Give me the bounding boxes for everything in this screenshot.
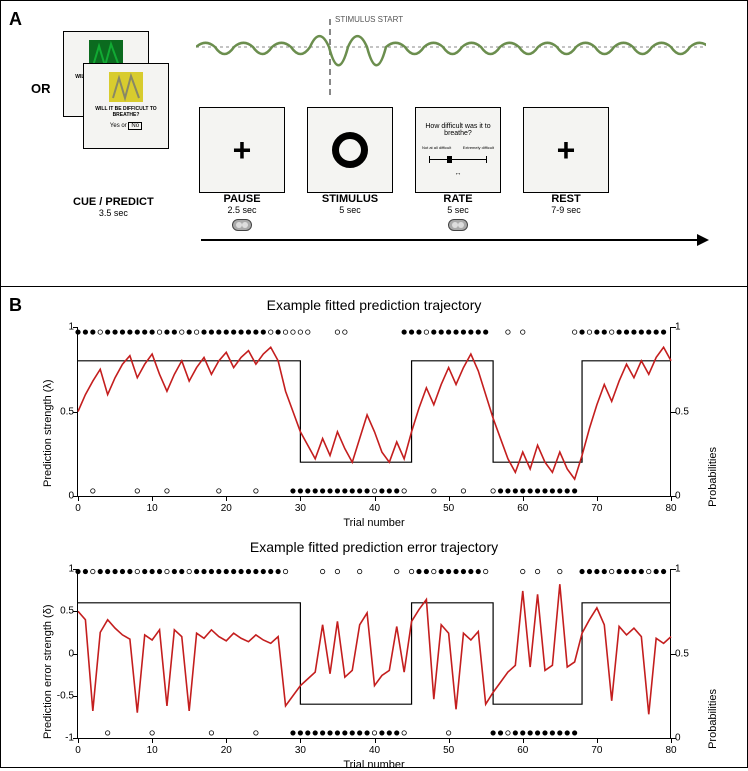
chart2-ylabel-right: Probabilities bbox=[707, 689, 719, 749]
cue-label-text: CUE / PREDICT bbox=[73, 196, 154, 208]
stage-rate: How difficult was it to breathe? Not at … bbox=[415, 107, 501, 231]
stage-stimulus: STIMULUS 5 sec bbox=[307, 107, 393, 231]
chart2-area: Prediction error strength (δ) Probabilit… bbox=[77, 569, 671, 739]
rest-label: REST bbox=[551, 193, 580, 205]
cue-image-yellow bbox=[109, 72, 143, 102]
panel-b: B Example fitted prediction trajectory P… bbox=[1, 287, 747, 767]
stimulus-box bbox=[307, 107, 393, 193]
breathing-wave bbox=[196, 19, 706, 95]
stim-time: 5 sec bbox=[339, 205, 361, 215]
chart1-ylabel-right: Probabilities bbox=[707, 447, 719, 507]
chart-1-container: Example fitted prediction trajectory Pre… bbox=[21, 297, 727, 529]
rate-content: How difficult was it to breathe? Not at … bbox=[416, 117, 500, 183]
cue-or: or bbox=[121, 123, 126, 129]
rate-time: 5 sec bbox=[447, 205, 469, 215]
chart1-ylabel-left: Prediction strength (λ) bbox=[42, 379, 54, 487]
or-text: OR bbox=[31, 81, 51, 96]
timeline-arrow bbox=[201, 239, 707, 241]
cue-time: 3.5 sec bbox=[73, 208, 154, 218]
chart1-title: Example fitted prediction trajectory bbox=[21, 297, 727, 313]
cue-prompt-front: WILL IT BE DIFFICULT TO BREATHE? bbox=[84, 106, 168, 118]
cue-card-front: WILL IT BE DIFFICULT TO BREATHE? Yes or … bbox=[83, 63, 169, 149]
cue-no: No bbox=[128, 122, 142, 130]
chart2-svg bbox=[78, 569, 671, 738]
mouse-icon-2 bbox=[448, 219, 468, 231]
chart1-svg bbox=[78, 327, 671, 496]
panel-a: A OR STIMULUS START WILL IT BE DIFFICULT… bbox=[1, 1, 747, 287]
chart2-title: Example fitted prediction error trajecto… bbox=[21, 539, 727, 555]
rest-time: 7-9 sec bbox=[551, 205, 581, 215]
chart2-ylabel-left: Prediction error strength (δ) bbox=[42, 604, 54, 739]
chart1-area: Prediction strength (λ) Probabilities 01… bbox=[77, 327, 671, 497]
rate-label: RATE bbox=[443, 193, 472, 205]
cue-stage-label: CUE / PREDICT 3.5 sec bbox=[73, 196, 154, 218]
rate-box: How difficult was it to breathe? Not at … bbox=[415, 107, 501, 193]
pause-time: 2.5 sec bbox=[227, 205, 256, 215]
rate-anchor-right: Extremely difficult bbox=[463, 145, 494, 150]
cue-yesno: Yes or No bbox=[84, 122, 168, 130]
rest-box: + bbox=[523, 107, 609, 193]
panel-b-label: B bbox=[9, 295, 22, 316]
figure-container: A OR STIMULUS START WILL IT BE DIFFICULT… bbox=[0, 0, 748, 768]
fixation-cross-icon-2: + bbox=[557, 134, 576, 166]
fixation-cross-icon: + bbox=[233, 134, 252, 166]
chart-2-container: Example fitted prediction error trajecto… bbox=[21, 539, 727, 771]
pause-label: PAUSE bbox=[223, 193, 260, 205]
vas-slider bbox=[429, 154, 487, 168]
rate-question: How difficult was it to breathe? bbox=[422, 123, 494, 137]
stim-label: STIMULUS bbox=[322, 193, 378, 205]
chart2-xlabel: Trial number bbox=[21, 759, 727, 771]
stage-row: + PAUSE 2.5 sec STIMULUS 5 sec How diffi… bbox=[199, 107, 609, 231]
stimulus-ring-icon bbox=[332, 132, 368, 168]
vas-arrows-icon: ↔ bbox=[422, 170, 494, 177]
panel-a-label: A bbox=[9, 9, 22, 30]
pause-box: + bbox=[199, 107, 285, 193]
chart1-xlabel: Trial number bbox=[21, 517, 727, 529]
stage-rest: + REST 7-9 sec bbox=[523, 107, 609, 231]
rate-anchor-left: Not at all difficult bbox=[422, 145, 451, 150]
stage-pause: + PAUSE 2.5 sec bbox=[199, 107, 285, 231]
cue-yes: Yes bbox=[110, 123, 120, 129]
mouse-icon bbox=[232, 219, 252, 231]
